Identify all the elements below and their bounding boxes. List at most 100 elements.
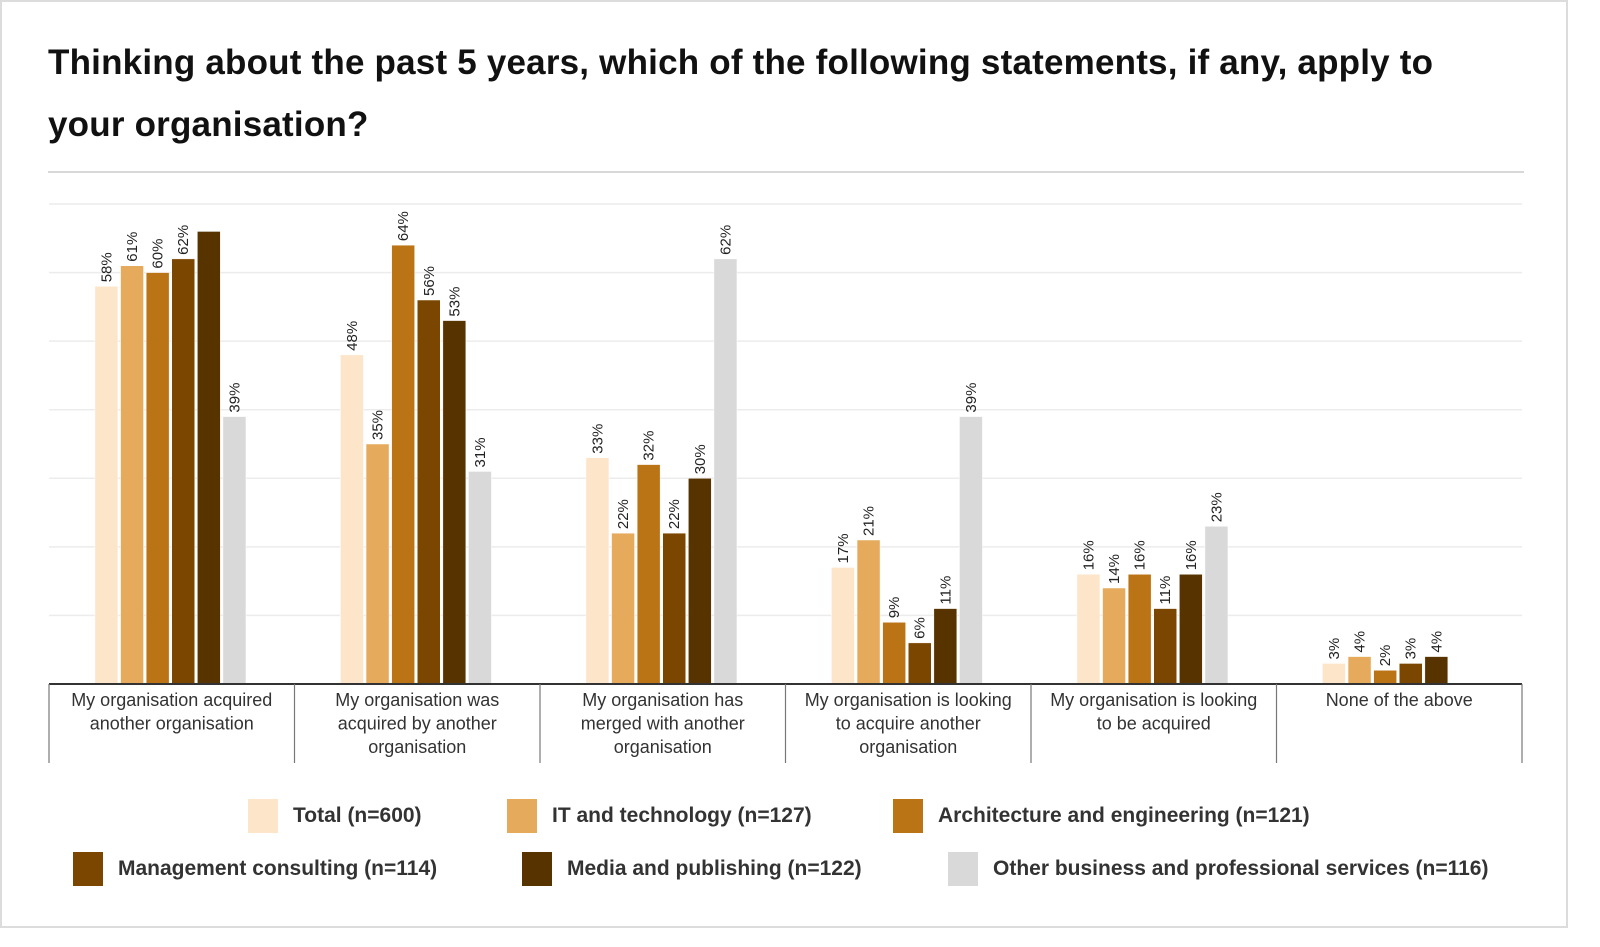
data-label: 32% [641, 431, 658, 461]
x-tick-label: My organisation is looking [1050, 690, 1257, 710]
data-label: 48% [344, 321, 361, 351]
legend-label: Other business and professional services… [993, 857, 1489, 880]
data-label: 35% [370, 410, 387, 440]
bar [1424, 656, 1449, 685]
legend-swatch [73, 852, 103, 886]
data-label: 58% [98, 252, 115, 282]
legend-item: Media and publishing (n=122) [522, 851, 862, 887]
bar [611, 532, 635, 685]
data-label: 56% [421, 266, 438, 296]
bar [1153, 608, 1177, 685]
legend-item: IT and technology (n=127) [507, 798, 812, 834]
x-tick-label: another organisation [90, 714, 254, 734]
x-tick-label: merged with another [581, 714, 745, 734]
x-tick-label: My organisation is looking [805, 690, 1012, 710]
bar [391, 244, 415, 685]
title-divider [48, 171, 1524, 173]
data-label: 2% [1377, 645, 1394, 667]
legend-swatch [893, 799, 923, 833]
legend-swatch [507, 799, 537, 833]
data-label: 22% [666, 499, 683, 529]
data-label: 11% [1157, 576, 1174, 605]
bar [94, 286, 119, 685]
bar [365, 443, 390, 685]
data-label: 3% [1326, 638, 1343, 660]
bar [636, 464, 661, 685]
legend-swatch [948, 852, 978, 886]
data-label: 62% [717, 225, 734, 255]
bar [1373, 670, 1397, 685]
legend-label: Architecture and engineering (n=121) [938, 804, 1310, 827]
x-tick-label: to be acquired [1097, 714, 1211, 734]
bar [120, 265, 144, 685]
bar [688, 478, 712, 685]
bar [1347, 656, 1372, 685]
data-label: 3% [1403, 638, 1420, 660]
data-label: 39% [963, 383, 980, 413]
bar [959, 416, 983, 685]
bar [1076, 574, 1101, 685]
bar [856, 539, 881, 685]
bar [442, 320, 467, 685]
bar [417, 299, 441, 685]
bar [1127, 574, 1152, 685]
data-label: 23% [1208, 492, 1225, 522]
bar [1399, 663, 1423, 685]
x-tick-label: organisation [614, 737, 712, 757]
data-label: 64% [395, 211, 412, 241]
data-label: 16% [1183, 540, 1200, 570]
data-label: 61% [124, 232, 141, 262]
bar [1322, 663, 1346, 685]
legend-label: Media and publishing (n=122) [567, 857, 862, 880]
legend-swatch [248, 799, 278, 833]
x-tick-label: My organisation was [335, 690, 499, 710]
legend-label: Total (n=600) [293, 804, 422, 827]
legend-item: Architecture and engineering (n=121) [893, 798, 1310, 834]
bar [831, 567, 855, 685]
chart-title: Thinking about the past 5 years, which o… [48, 43, 1434, 144]
x-tick-label: acquired by another [338, 714, 497, 734]
x-tick-label: to acquire another [836, 714, 981, 734]
bar [1179, 574, 1203, 685]
data-label: 9% [886, 597, 903, 619]
bar [222, 416, 247, 685]
data-label: 16% [1080, 540, 1097, 570]
data-label: 53% [446, 287, 463, 317]
data-label: 17% [835, 533, 852, 563]
data-label: 6% [912, 617, 929, 639]
legend-item: Total (n=600) [248, 798, 422, 834]
bar [933, 608, 958, 685]
bar [882, 622, 906, 685]
data-label: 22% [615, 499, 632, 529]
data-label: 11% [937, 576, 954, 605]
x-tick-label: None of the above [1326, 690, 1473, 710]
data-label: 16% [1132, 540, 1149, 570]
chart-frame [0, 0, 1568, 928]
bar [468, 471, 492, 685]
x-tick-label: My organisation acquired [71, 690, 272, 710]
legend-swatch [522, 852, 552, 886]
bar [908, 642, 932, 685]
legend-label: IT and technology (n=127) [552, 804, 812, 827]
data-label: 31% [472, 437, 489, 467]
bar [197, 231, 221, 685]
bar [340, 354, 364, 685]
bar [1204, 526, 1229, 685]
bar [662, 532, 686, 685]
legend-item: Management consulting (n=114) [73, 851, 437, 887]
bar [145, 272, 170, 685]
bar [585, 457, 610, 685]
data-label: 21% [861, 506, 878, 536]
data-label: 4% [1352, 631, 1369, 653]
data-label: 39% [226, 383, 243, 413]
data-label: 14% [1106, 554, 1123, 584]
data-label: 33% [589, 424, 606, 454]
x-tick-label: organisation [859, 737, 957, 757]
data-label: 30% [692, 444, 709, 474]
data-label: 60% [150, 239, 167, 269]
bar [1102, 587, 1126, 685]
x-tick-label: My organisation has [582, 690, 743, 710]
x-tick-label: organisation [368, 737, 466, 757]
bar [713, 258, 738, 685]
